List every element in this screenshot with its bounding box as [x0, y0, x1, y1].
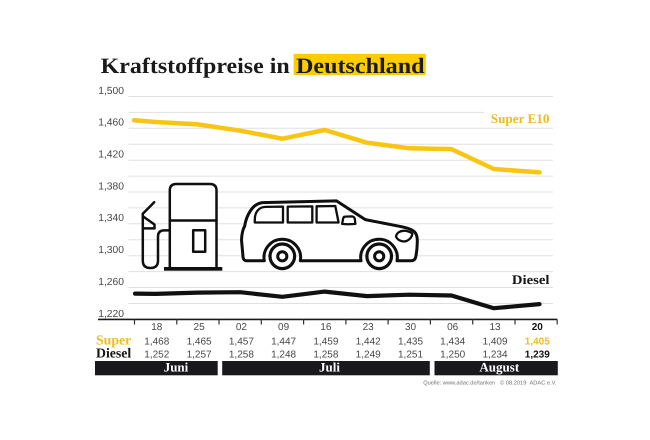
- svg-text:Juli: Juli: [319, 360, 340, 375]
- svg-text:1,434: 1,434: [440, 336, 465, 347]
- svg-text:1,447: 1,447: [271, 336, 296, 347]
- svg-text:1,260: 1,260: [98, 277, 124, 288]
- svg-text:1,405: 1,405: [525, 336, 550, 347]
- svg-text:1,500: 1,500: [98, 86, 124, 97]
- svg-text:Quelle: www.adac.de/tanken ©: Quelle: www.adac.de/tanken © 08.2019 ADA…: [423, 380, 557, 387]
- svg-text:25: 25: [194, 322, 206, 333]
- svg-text:1,457: 1,457: [229, 336, 254, 347]
- svg-text:1,234: 1,234: [482, 349, 507, 360]
- svg-text:1,442: 1,442: [356, 336, 381, 347]
- svg-text:1,460: 1,460: [98, 118, 124, 129]
- svg-text:1,409: 1,409: [482, 336, 507, 347]
- svg-text:30: 30: [405, 322, 417, 333]
- svg-text:1,459: 1,459: [313, 336, 338, 347]
- svg-text:16: 16: [320, 322, 332, 333]
- svg-text:1,250: 1,250: [440, 349, 465, 360]
- svg-text:1,340: 1,340: [98, 213, 124, 224]
- svg-text:1,420: 1,420: [98, 150, 124, 161]
- svg-text:1,465: 1,465: [187, 336, 212, 347]
- svg-text:1,257: 1,257: [187, 349, 212, 360]
- svg-text:1,468: 1,468: [144, 336, 169, 347]
- svg-text:20: 20: [532, 322, 544, 333]
- svg-text:Deutschland: Deutschland: [296, 53, 425, 78]
- svg-text:09: 09: [278, 322, 290, 333]
- svg-text:02: 02: [236, 322, 248, 333]
- svg-text:1,300: 1,300: [98, 245, 124, 256]
- svg-text:1,249: 1,249: [356, 349, 381, 360]
- svg-text:Juni: Juni: [164, 360, 189, 375]
- svg-text:Kraftstoffpreise in: Kraftstoffpreise in: [101, 53, 290, 78]
- svg-text:Super: Super: [96, 332, 131, 347]
- svg-text:Diesel: Diesel: [96, 345, 131, 360]
- svg-text:13: 13: [489, 322, 501, 333]
- svg-text:1,435: 1,435: [398, 336, 423, 347]
- svg-text:1,248: 1,248: [271, 349, 296, 360]
- svg-text:23: 23: [363, 322, 375, 333]
- svg-text:1,258: 1,258: [229, 349, 254, 360]
- svg-text:Diesel: Diesel: [512, 272, 550, 287]
- svg-text:Super E10: Super E10: [491, 111, 550, 126]
- svg-text:18: 18: [151, 322, 163, 333]
- svg-text:1,220: 1,220: [98, 309, 124, 320]
- svg-text:1,252: 1,252: [144, 349, 169, 360]
- svg-text:1,251: 1,251: [398, 349, 423, 360]
- svg-text:06: 06: [447, 322, 459, 333]
- svg-text:1,239: 1,239: [525, 349, 550, 360]
- svg-text:1,380: 1,380: [98, 181, 124, 192]
- svg-text:1,258: 1,258: [313, 349, 338, 360]
- svg-text:August: August: [479, 360, 519, 375]
